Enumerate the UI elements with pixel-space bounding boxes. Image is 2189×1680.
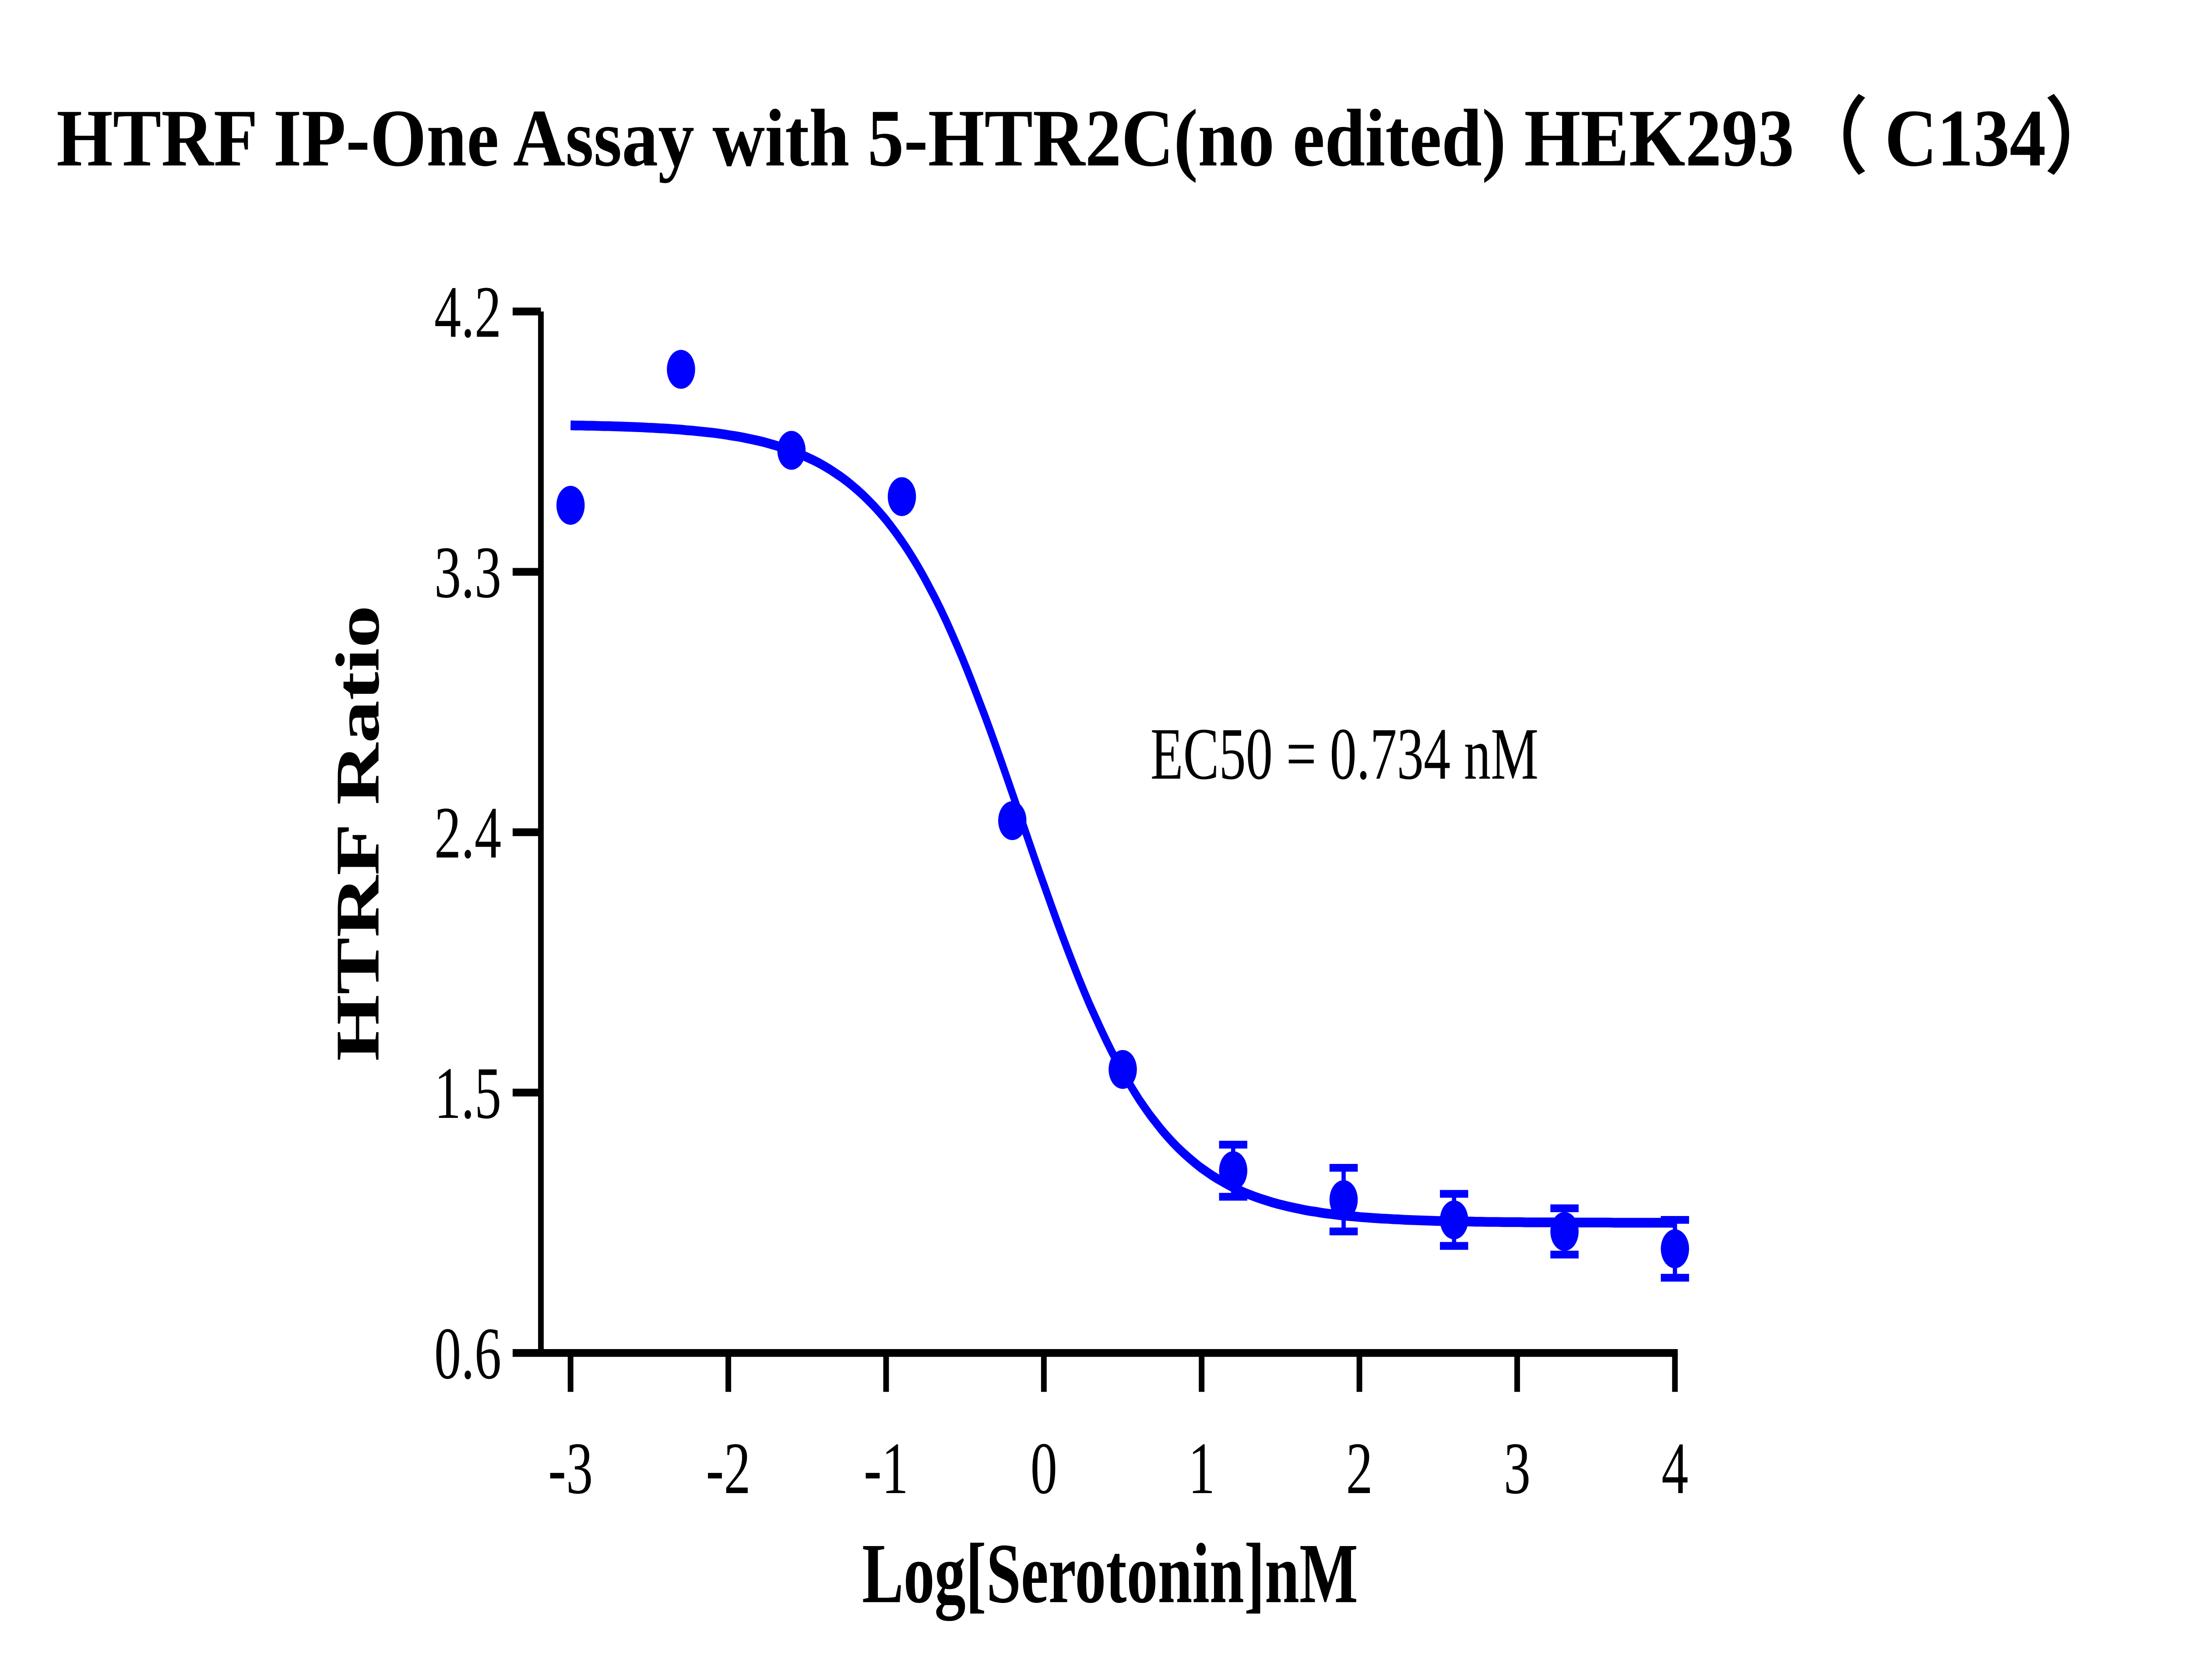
y-tick-label: 4.2 [434,271,501,353]
x-tick-label: 3 [1504,1427,1531,1509]
data-point [556,485,585,525]
x-tick-label: -1 [864,1427,908,1509]
data-point [1109,1050,1137,1089]
x-tick-label: 4 [1661,1427,1688,1509]
y-axis-label: HTRF Ratio [323,605,392,1061]
y-tick-label: 3.3 [434,531,501,613]
x-tick-label: 1 [1188,1427,1215,1509]
x-axis-label: Log[Serotonin]nM [862,1526,1358,1621]
chart-title: HTRF IP-One Assay with 5-HTR2C(no edited… [56,93,2119,183]
data-point [1219,1151,1248,1190]
axes: 0.6 1.5 2.4 3.3 4.2 -3 -2 -1 0 1 2 3 4 [434,271,1689,1509]
fit-curve [570,420,1675,1228]
data-point [667,350,695,389]
data-point [1550,1212,1579,1251]
data-point [1440,1200,1468,1240]
data-point [1329,1180,1358,1220]
y-tick-label: 2.4 [434,791,501,874]
marks [556,350,1689,1282]
x-tick-label: 0 [1031,1427,1057,1509]
x-tick-label: -3 [548,1427,593,1509]
x-tick-label: -2 [706,1427,751,1509]
data-point [777,431,806,470]
y-tick-label: 0.6 [434,1312,501,1395]
ec50-annotation: EC50 = 0.734 nM [1151,713,1538,795]
data-point [887,477,916,517]
data-point [998,801,1027,840]
x-tick-label: 2 [1346,1427,1373,1509]
data-point [1661,1229,1689,1269]
y-tick-label: 1.5 [434,1052,501,1134]
